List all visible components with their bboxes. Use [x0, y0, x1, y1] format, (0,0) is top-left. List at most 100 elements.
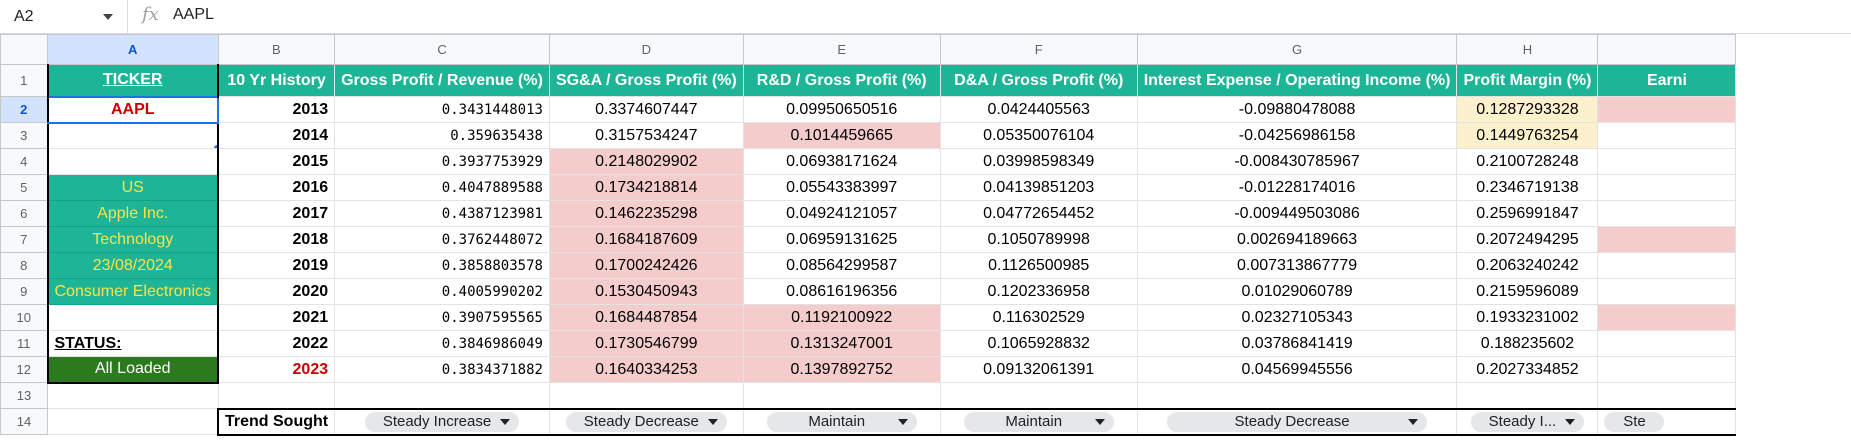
- gross-profit-cell[interactable]: 0.4387123981: [334, 200, 550, 227]
- column-header-i[interactable]: [1597, 34, 1737, 65]
- sector-cell[interactable]: Technology: [46, 226, 219, 253]
- rnd-cell[interactable]: 0.1192100922: [742, 304, 941, 331]
- year-cell[interactable]: 2020: [217, 278, 336, 305]
- gross-profit-cell[interactable]: 0.3858803578: [334, 252, 550, 279]
- cell-a14[interactable]: [47, 408, 219, 435]
- earnings-cell[interactable]: [1597, 148, 1737, 175]
- year-cell[interactable]: 2018: [217, 226, 336, 253]
- gross-profit-cell[interactable]: 0.4047889588: [334, 174, 550, 201]
- gross-profit-cell[interactable]: 0.3846986049: [334, 330, 550, 357]
- dna-cell[interactable]: 0.1202336958: [939, 278, 1138, 305]
- interest-cell[interactable]: 0.002694189663: [1136, 226, 1458, 253]
- dna-cell[interactable]: 0.04772654452: [939, 200, 1138, 227]
- dropdown-arrow-icon[interactable]: [500, 418, 511, 425]
- sga-cell[interactable]: 0.1684187609: [548, 226, 744, 253]
- dna-cell[interactable]: 0.1050789998: [939, 226, 1138, 253]
- interest-cell[interactable]: 0.01029060789: [1136, 278, 1458, 305]
- row-header-14[interactable]: 14: [0, 408, 48, 435]
- rnd-cell[interactable]: 0.05543383997: [742, 174, 941, 201]
- column-header-b[interactable]: B: [217, 34, 336, 65]
- ticker-header[interactable]: TICKER: [46, 64, 219, 97]
- gross-profit-cell[interactable]: 0.3431448013: [334, 96, 550, 123]
- status-label[interactable]: STATUS:: [46, 330, 219, 357]
- interest-expense-header[interactable]: Interest Expense / Operating Income (%): [1136, 64, 1458, 97]
- cell-a4[interactable]: [46, 148, 219, 175]
- sga-cell[interactable]: 0.1684487854: [548, 304, 744, 331]
- dna-header[interactable]: D&A / Gross Profit (%): [939, 64, 1138, 97]
- rnd-cell[interactable]: 0.08616196356: [742, 278, 941, 305]
- gross-profit-cell[interactable]: 0.3834371882: [334, 356, 550, 383]
- column-header-c[interactable]: C: [334, 34, 550, 65]
- gross-profit-cell[interactable]: 0.3907595565: [334, 304, 550, 331]
- row-header-5[interactable]: 5: [0, 174, 48, 201]
- profit-margin-cell[interactable]: 0.2027334852: [1456, 356, 1599, 383]
- sga-cell[interactable]: 0.1530450943: [548, 278, 744, 305]
- sga-cell[interactable]: 0.1462235298: [548, 200, 744, 227]
- earnings-cell[interactable]: [1597, 330, 1737, 357]
- fill-handle[interactable]: [213, 144, 217, 148]
- dropdown-arrow-icon[interactable]: [1565, 418, 1576, 425]
- gross-profit-cell[interactable]: 0.3762448072: [334, 226, 550, 253]
- year-cell[interactable]: 2023: [217, 356, 336, 383]
- profit-margin-cell[interactable]: 0.2063240242: [1456, 252, 1599, 279]
- interest-cell[interactable]: 0.04569945556: [1136, 356, 1458, 383]
- column-header-f[interactable]: F: [939, 34, 1138, 65]
- trend-chip[interactable]: Maintain: [963, 411, 1114, 432]
- gross-profit-header[interactable]: Gross Profit / Revenue (%): [334, 64, 550, 97]
- trend-dropdown-gross-profit[interactable]: Steady Increase: [334, 408, 550, 436]
- dna-cell[interactable]: 0.1126500985: [939, 252, 1138, 279]
- rnd-cell[interactable]: 0.08564299587: [742, 252, 941, 279]
- earnings-cell[interactable]: [1597, 304, 1737, 331]
- earnings-cell[interactable]: [1597, 278, 1737, 305]
- country-cell[interactable]: US: [46, 174, 219, 201]
- sga-cell[interactable]: 0.1730546799: [548, 330, 744, 357]
- rnd-cell[interactable]: 0.06938171624: [742, 148, 941, 175]
- sga-cell[interactable]: 0.3157534247: [548, 122, 744, 149]
- interest-cell[interactable]: -0.04256986158: [1136, 122, 1458, 149]
- company-cell[interactable]: Apple Inc.: [46, 200, 219, 227]
- earnings-cell[interactable]: [1597, 252, 1737, 279]
- ticker-cell[interactable]: AAPL: [46, 95, 219, 124]
- row-header-1[interactable]: 1: [0, 64, 48, 97]
- rnd-cell[interactable]: 0.09950650516: [742, 96, 941, 123]
- year-cell[interactable]: 2016: [217, 174, 336, 201]
- gross-profit-cell[interactable]: 0.359635438: [334, 122, 550, 149]
- cell-a10[interactable]: [46, 304, 219, 331]
- date-cell[interactable]: 23/08/2024: [46, 252, 219, 279]
- profit-margin-cell[interactable]: 0.2100728248: [1456, 148, 1599, 175]
- interest-cell[interactable]: -0.008430785967: [1136, 148, 1458, 175]
- year-cell[interactable]: 2015: [217, 148, 336, 175]
- column-header-a[interactable]: A: [47, 34, 219, 65]
- cell-c13[interactable]: [334, 382, 550, 410]
- rnd-cell[interactable]: 0.06959131625: [742, 226, 941, 253]
- column-header-g[interactable]: G: [1136, 34, 1458, 65]
- year-cell[interactable]: 2021: [217, 304, 336, 331]
- trend-chip[interactable]: Steady Increase: [364, 411, 520, 432]
- row-header-10[interactable]: 10: [0, 304, 48, 331]
- profit-margin-cell[interactable]: 0.1449763254: [1456, 122, 1599, 149]
- earnings-cell[interactable]: [1597, 200, 1737, 227]
- rnd-cell[interactable]: 0.1014459665: [742, 122, 941, 149]
- dna-cell[interactable]: 0.05350076104: [939, 122, 1138, 149]
- earnings-cell[interactable]: [1597, 96, 1737, 123]
- profit-margin-cell[interactable]: 0.2346719138: [1456, 174, 1599, 201]
- sga-cell[interactable]: 0.1734218814: [548, 174, 744, 201]
- profit-margin-cell[interactable]: 0.2072494295: [1456, 226, 1599, 253]
- trend-chip[interactable]: Steady Decrease: [1167, 411, 1428, 432]
- sga-cell[interactable]: 0.1640334253: [548, 356, 744, 383]
- rnd-cell[interactable]: 0.04924121057: [742, 200, 941, 227]
- earnings-header[interactable]: Earni: [1597, 64, 1737, 97]
- history-header[interactable]: 10 Yr History: [217, 64, 336, 97]
- dna-cell[interactable]: 0.03998598349: [939, 148, 1138, 175]
- row-header-9[interactable]: 9: [0, 278, 48, 305]
- year-cell[interactable]: 2014: [217, 122, 336, 149]
- row-header-6[interactable]: 6: [0, 200, 48, 227]
- year-cell[interactable]: 2022: [217, 330, 336, 357]
- profit-margin-header[interactable]: Profit Margin (%): [1456, 64, 1599, 97]
- dna-cell[interactable]: 0.09132061391: [939, 356, 1138, 383]
- gross-profit-cell[interactable]: 0.4005990202: [334, 278, 550, 305]
- year-cell[interactable]: 2017: [217, 200, 336, 227]
- dropdown-arrow-icon[interactable]: [707, 418, 718, 425]
- cell-a3[interactable]: [46, 122, 219, 149]
- dna-cell[interactable]: 0.0424405563: [939, 96, 1138, 123]
